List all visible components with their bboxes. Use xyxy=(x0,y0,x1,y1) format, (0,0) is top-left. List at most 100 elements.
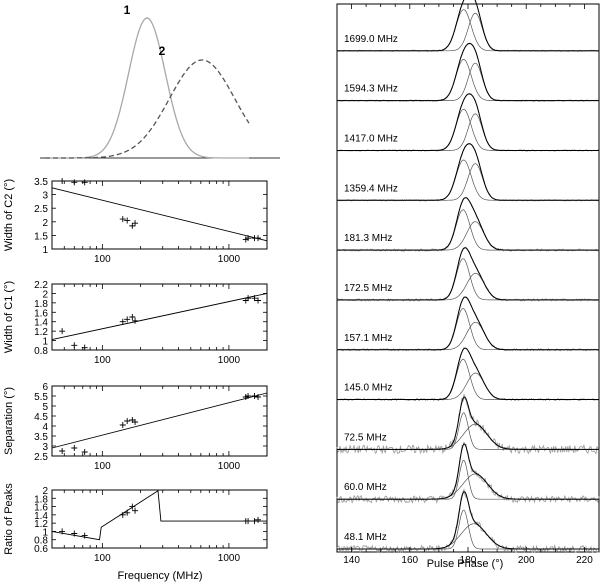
y-tick-label: 1 xyxy=(42,337,48,348)
width-c1-panel: 0.811.21.41.61.822.2 100 1000 Width of C1 … xyxy=(3,280,268,366)
pulse-phase-x-label: Pulse Phase (°) xyxy=(427,558,504,570)
data-point xyxy=(124,316,131,323)
total-fit xyxy=(337,443,599,500)
total-fit xyxy=(337,347,599,400)
total-fit xyxy=(337,296,599,351)
y-tick-label: 5 xyxy=(42,402,48,413)
y-tick-label: 1 xyxy=(42,245,48,256)
component-2-fit xyxy=(337,62,599,101)
x-tick-label: 100 xyxy=(94,461,111,472)
frequency-label: 145.0 MHz xyxy=(344,383,392,394)
data-point xyxy=(129,503,136,510)
x-tick-label: 1000 xyxy=(218,355,241,366)
data-point xyxy=(71,179,78,186)
data-point xyxy=(59,448,66,454)
width-c1-frame xyxy=(51,283,268,351)
y-tick-label: 1.2 xyxy=(34,327,48,338)
ratio-fit-line xyxy=(51,490,267,541)
y-tick-label: 1.8 xyxy=(34,299,48,310)
y-tick-label: 0.8 xyxy=(34,536,48,547)
profile-row: 72.5 MHz xyxy=(336,394,600,455)
frequency-label: 1594.3 MHz xyxy=(344,84,398,95)
frequency-label: 157.1 MHz xyxy=(344,333,392,344)
total-fit xyxy=(337,396,599,450)
total-fit xyxy=(337,247,599,301)
component-1-curve xyxy=(45,17,249,159)
data-point xyxy=(81,344,88,351)
x-tick-label: 100 xyxy=(94,254,111,265)
component-1-fit xyxy=(337,459,599,500)
y-tick-label: 5.5 xyxy=(34,392,48,403)
separation-fit-line xyxy=(51,392,268,449)
frequency-label: 1417.0 MHz xyxy=(344,133,398,144)
data-point xyxy=(119,422,126,428)
total-fit xyxy=(337,143,599,201)
ratio-y-label: Ratio of Peaks xyxy=(3,483,15,555)
y-tick-label: 3.5 xyxy=(34,177,48,188)
width-c1-y-label: Width of C1 (°) xyxy=(3,281,15,353)
frequency-label: 1699.0 MHz xyxy=(344,34,398,45)
y-tick-label: 1.6 xyxy=(34,503,48,514)
data-point xyxy=(129,222,136,229)
total-fit xyxy=(337,93,599,151)
y-tick-label: 2.5 xyxy=(34,452,48,463)
y-tick-label: 1.2 xyxy=(34,519,48,530)
x-tick-label: 1000 xyxy=(218,461,241,472)
data-point xyxy=(132,220,139,227)
x-tick-label: 1000 xyxy=(218,553,241,564)
frequency-label: 1359.4 MHz xyxy=(344,183,398,194)
x-tick-label: 180 xyxy=(460,555,477,566)
y-tick-label: 0.8 xyxy=(34,346,48,357)
y-tick-label: 4.5 xyxy=(34,412,48,423)
frequency-label: 60.0 MHz xyxy=(344,482,387,493)
y-tick-label: 2.2 xyxy=(34,280,48,291)
x-tick-label: 100 xyxy=(94,355,111,366)
separation-y-label: Separation (°) xyxy=(3,387,15,455)
data-point xyxy=(59,178,66,184)
y-tick-label: 1.4 xyxy=(34,511,48,522)
width-c2-y-label: Width of C2 (°) xyxy=(3,179,15,251)
component-2-fit xyxy=(337,12,599,52)
y-tick-label: 3 xyxy=(42,442,48,453)
x-tick-label: 200 xyxy=(518,555,535,566)
y-tick-label: 0.6 xyxy=(34,544,48,555)
width-c1-fit-line xyxy=(51,292,268,341)
total-fit xyxy=(337,0,599,52)
width-c2-panel: 1 1.5 2 2.5 3 3.5 100 1000 Width of C2 (°) xyxy=(3,177,268,265)
x-tick-label: 160 xyxy=(401,555,418,566)
frequency-label: 181.3 MHz xyxy=(344,233,392,244)
x-tick-label: 1000 xyxy=(218,254,241,265)
data-point xyxy=(81,532,88,539)
data-point xyxy=(119,318,126,325)
data-point xyxy=(255,297,262,304)
y-tick-label: 4 xyxy=(42,422,48,433)
width-c2-fit-line xyxy=(51,187,268,242)
separation-panel: 2.533.544.555.56 100 1000 Separation (°) xyxy=(3,382,268,472)
x-tick-label: 140 xyxy=(343,555,360,566)
profile-row: 181.3 MHz xyxy=(336,196,600,252)
profile-row: 172.5 MHz xyxy=(336,246,600,302)
data-point xyxy=(119,216,126,223)
component-1-fit xyxy=(337,412,599,450)
data-point xyxy=(71,445,78,451)
profile-row: 60.0 MHz xyxy=(336,441,600,505)
components-panel: 1 2 xyxy=(40,3,280,159)
profile-row: 145.0 MHz xyxy=(336,346,600,402)
data-point xyxy=(81,449,88,455)
data-point xyxy=(124,217,131,224)
y-tick-label: 1.4 xyxy=(34,318,48,329)
y-tick-label: 3 xyxy=(42,191,48,202)
data-point xyxy=(59,328,66,335)
component-1-label: 1 xyxy=(124,3,131,17)
ratio-frame xyxy=(51,489,268,549)
profile-row: 1359.4 MHz xyxy=(336,142,600,202)
data-point xyxy=(132,317,139,324)
data-point xyxy=(124,418,131,424)
frequency-x-label: Frequency (MHz) xyxy=(118,570,203,582)
profiles-panel: 1699.0 MHz 1594.3 MHz 1417.0 MHz 1359.4 MHz… xyxy=(336,0,600,570)
y-tick-label: 3.5 xyxy=(34,432,48,443)
data-point xyxy=(71,342,78,349)
component-1-fit xyxy=(337,509,599,550)
frequency-label: 48.1 MHz xyxy=(344,532,387,543)
data-point xyxy=(81,179,88,186)
